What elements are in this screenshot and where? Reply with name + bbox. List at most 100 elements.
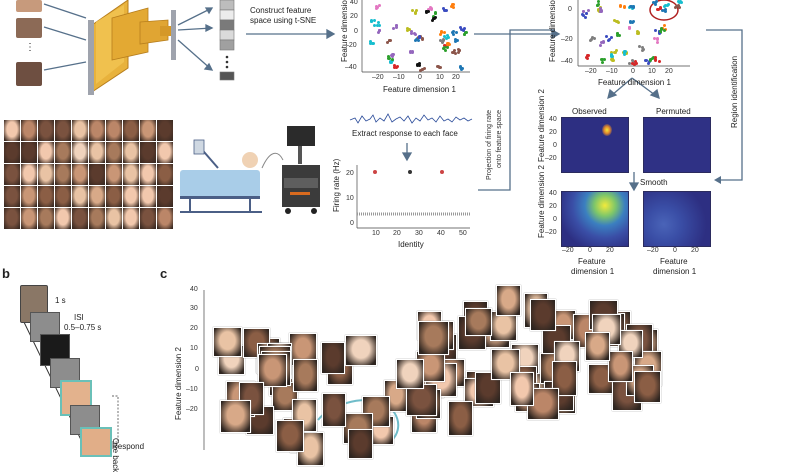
face-thumbnail bbox=[38, 164, 54, 185]
tsne-point bbox=[445, 46, 449, 50]
tsne-point bbox=[457, 50, 461, 54]
tsne-point bbox=[387, 55, 391, 59]
face-thumbnail bbox=[72, 142, 88, 163]
face-thumbnail bbox=[106, 186, 122, 207]
tsne-point bbox=[458, 48, 461, 52]
tsne-point bbox=[405, 27, 409, 31]
face-thumbnail bbox=[607, 350, 633, 382]
tsne-point bbox=[414, 11, 418, 15]
tsne-point bbox=[637, 45, 641, 48]
tsne-point bbox=[448, 42, 452, 46]
tsne-point bbox=[654, 2, 658, 6]
face-thumbnail bbox=[72, 120, 88, 141]
projection-label-2: onto feature space bbox=[496, 110, 503, 168]
face-thumbnail bbox=[238, 382, 264, 415]
isi-duration-label: 0.5–0.75 s bbox=[64, 323, 102, 332]
tsne-point bbox=[636, 32, 640, 36]
respond-label: Respond bbox=[112, 442, 145, 451]
projection-label: Projection of firing rate bbox=[486, 109, 493, 180]
cnn-network-icon bbox=[88, 0, 176, 95]
face-thumbnail bbox=[55, 186, 71, 207]
tsne-xtick: 0 bbox=[418, 74, 422, 81]
face-thumbnail bbox=[106, 142, 122, 163]
tsne-point bbox=[657, 8, 661, 11]
tsne-point bbox=[392, 63, 396, 67]
panel-c-ytick: 40 bbox=[190, 286, 198, 293]
heat-xlabel: Feature bbox=[578, 257, 606, 266]
tsne-point bbox=[679, 0, 683, 4]
face-thumbnail bbox=[257, 353, 287, 387]
tsne-point bbox=[584, 56, 588, 60]
tsne-point bbox=[655, 37, 659, 41]
tsne-point bbox=[420, 68, 424, 72]
tsne-point bbox=[647, 59, 651, 63]
patient-bed-icon bbox=[180, 139, 262, 213]
tsne-point bbox=[394, 23, 398, 27]
tsne-xlabel: Feature dimension 1 bbox=[383, 85, 456, 94]
face-thumbnail bbox=[72, 164, 88, 185]
face-thumbnail bbox=[157, 164, 173, 185]
tsne-point bbox=[599, 40, 603, 44]
tsne-point bbox=[385, 40, 389, 44]
region-identification-label: Region identification bbox=[730, 55, 739, 128]
tsne-point bbox=[410, 32, 414, 35]
tsne-point bbox=[662, 24, 666, 28]
tsne-ytick: 40 bbox=[350, 0, 358, 6]
firing-xtick: 20 bbox=[393, 230, 401, 237]
tsne-point bbox=[442, 39, 446, 43]
face-thumbnail bbox=[89, 120, 105, 141]
firing-ytick: 0 bbox=[350, 220, 354, 227]
input-face-1 bbox=[16, 0, 42, 12]
one-back-bracket bbox=[112, 395, 119, 443]
face-thumbnail bbox=[123, 164, 139, 185]
tsne-point bbox=[612, 18, 616, 22]
tsne-point bbox=[450, 30, 454, 34]
tsne-point bbox=[649, 59, 653, 63]
heat-xtick: 0 bbox=[673, 247, 677, 254]
face-thumbnail bbox=[213, 327, 243, 358]
right-ytick: –20 bbox=[561, 36, 573, 43]
tsne-point bbox=[590, 36, 594, 40]
tsne-point bbox=[596, 0, 600, 4]
tsne-point bbox=[600, 60, 604, 64]
tsne-point bbox=[608, 38, 612, 42]
face-thumbnail bbox=[4, 164, 20, 185]
face-thumbnail bbox=[157, 120, 173, 141]
tsne-point bbox=[411, 50, 415, 54]
firing-xtick: 30 bbox=[415, 230, 423, 237]
face-thumbnail bbox=[140, 164, 156, 185]
tsne-point bbox=[389, 60, 392, 64]
tsne-point bbox=[411, 8, 414, 12]
tsne-point bbox=[441, 6, 445, 10]
face-thumbnail bbox=[123, 186, 139, 207]
tsne-point bbox=[442, 34, 446, 38]
tsne-point bbox=[389, 61, 393, 65]
recording-system-icon bbox=[261, 126, 320, 214]
tsne-point bbox=[615, 33, 619, 37]
tsne-point bbox=[462, 26, 466, 30]
face-thumbnail bbox=[4, 120, 20, 141]
face-thumbnail bbox=[21, 164, 37, 185]
face-thumbnail bbox=[106, 208, 122, 229]
heat-xlabel: dimension 1 bbox=[653, 267, 697, 276]
tsne-point bbox=[602, 39, 606, 43]
tsne-point bbox=[439, 66, 442, 70]
tsne-point bbox=[425, 9, 429, 13]
tsne-point bbox=[614, 48, 618, 52]
tsne-point bbox=[617, 33, 621, 37]
tsne-xtick: 10 bbox=[436, 74, 444, 81]
tsne-point bbox=[431, 19, 435, 22]
face-thumbnail bbox=[321, 393, 346, 428]
trial-face-4 bbox=[80, 427, 112, 457]
tsne-point bbox=[641, 48, 645, 52]
tsne-point bbox=[431, 15, 435, 18]
panel-letter-c: c bbox=[160, 266, 168, 281]
tsne-point bbox=[395, 65, 398, 69]
permuted-smooth-heatmap bbox=[643, 191, 711, 247]
tsne-point bbox=[630, 4, 634, 8]
tsne-point bbox=[627, 26, 631, 30]
input-face-2 bbox=[16, 18, 42, 38]
face-thumbnail bbox=[418, 320, 450, 355]
tsne-point bbox=[417, 36, 421, 40]
tsne-point bbox=[583, 15, 587, 19]
